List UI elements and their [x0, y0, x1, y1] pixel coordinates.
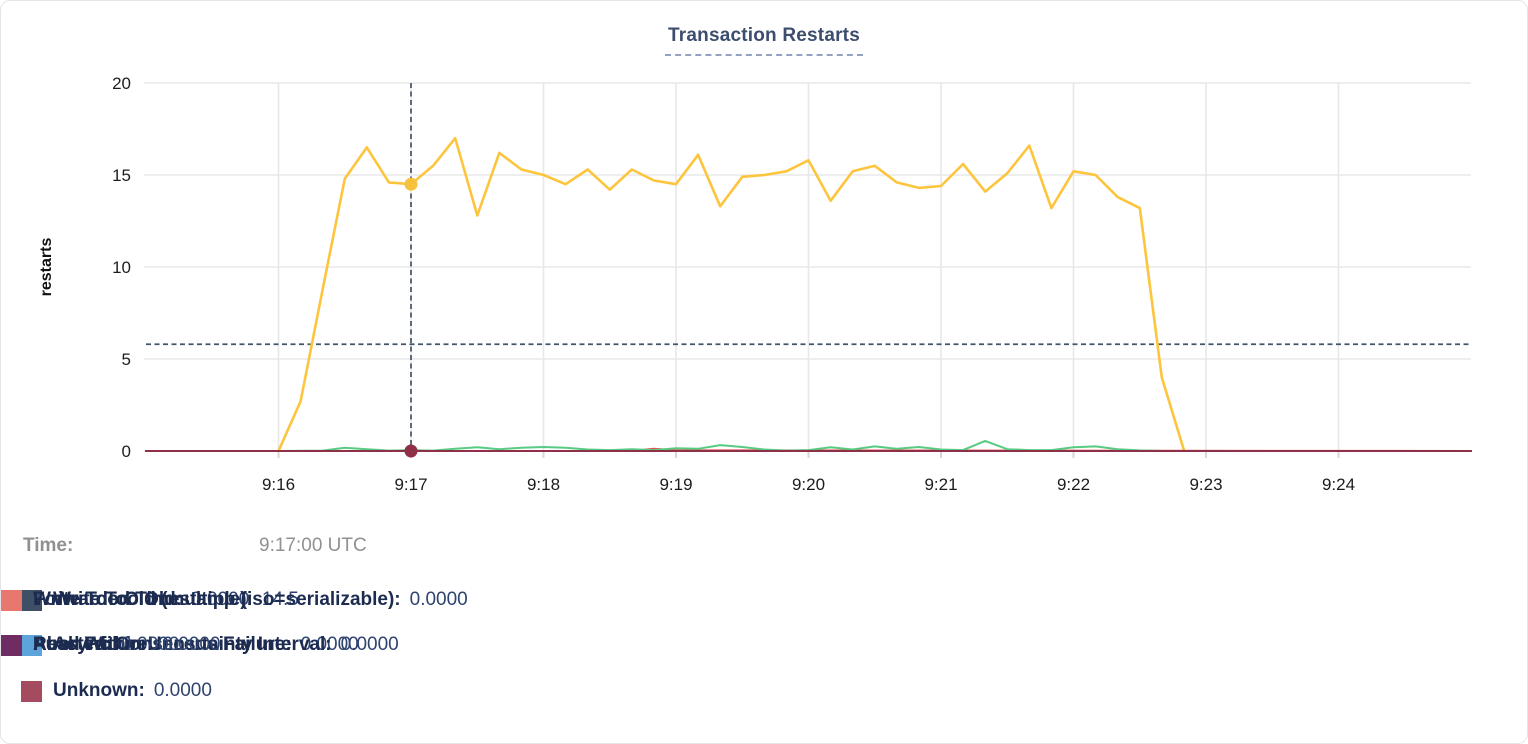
legend-label: Unknown:: [53, 680, 145, 701]
legend-swatch: [21, 680, 42, 702]
x-tick-label: 9:18: [527, 475, 560, 494]
y-tick-label: 10: [112, 258, 131, 277]
x-tick-label: 9:22: [1057, 475, 1090, 494]
legend-value: 0.0000: [191, 589, 250, 610]
legend-label: Write Too Old (multiple):: [33, 589, 253, 610]
legend-label: Push Failure:: [33, 634, 154, 655]
legend-value: 0.0000: [121, 634, 180, 655]
series-line: [277, 136, 1186, 453]
x-tick-label: 9:16: [262, 475, 295, 494]
x-tick-label: 9:17: [394, 475, 427, 494]
chart-title: Transaction Restarts: [665, 25, 863, 56]
x-tick-label: 9:20: [792, 475, 825, 494]
y-tick-label: 5: [122, 350, 131, 369]
y-axis-label: restarts: [38, 238, 55, 297]
x-tick-label: 9:23: [1189, 475, 1222, 494]
legend-label: Write Too Old:: [53, 589, 183, 610]
legend-swatch: [1, 634, 22, 656]
legend-swatch: [1, 589, 22, 611]
tooltip-time-value: 9:17:00 UTC: [259, 535, 367, 556]
legend-item-push-failure: Push Failure: 0.0000: [1, 634, 220, 656]
x-tick-label: 9:24: [1322, 475, 1355, 494]
tooltip-time-label: Time:: [23, 535, 74, 556]
legend-label: Read Within Uncertainty Interval:: [33, 634, 332, 655]
hover-dot-zero: [404, 444, 418, 458]
legend-value: 0.0000: [162, 634, 221, 655]
legend-swatch: [21, 634, 42, 656]
legend-value: 14.5: [261, 589, 299, 610]
y-tick-label: 15: [112, 166, 131, 185]
legend-swatch: [21, 589, 42, 611]
chart-plot-area[interactable]: 0 5 10 15 20 9:16 9:17 9:18 9:19 9:20 9:21 9:22 9:23…: [1, 1, 1528, 521]
legend-item-write-too-old: Write Too Old: 0.0000: [21, 589, 249, 611]
legend-value: 0.0000: [153, 680, 212, 701]
legend-value: 0.0000: [409, 589, 468, 610]
legend-value: 0.0000: [340, 634, 399, 655]
legend-value: 0.0000: [300, 634, 359, 655]
legend-item-async-consensus-failure: Async Consensus Failure: 0.0000: [21, 634, 359, 656]
y-tick-label: 0: [122, 442, 131, 461]
x-tick-label: 9:19: [659, 475, 692, 494]
legend-item-unknown: Unknown: 0.0000: [21, 680, 212, 702]
y-tick-label: 20: [112, 74, 131, 93]
legend-label: Aborted:: [33, 634, 113, 655]
x-tick-label: 9:21: [924, 475, 957, 494]
legend-item-forwarded-timestamp: Forwarded Timestamp (iso=serializable): …: [1, 589, 468, 611]
legend-label: Forwarded Timestamp (iso=serializable):: [33, 589, 401, 610]
hover-dot-highlight: [404, 177, 418, 191]
legend-label: Async Consensus Failure:: [53, 634, 292, 655]
